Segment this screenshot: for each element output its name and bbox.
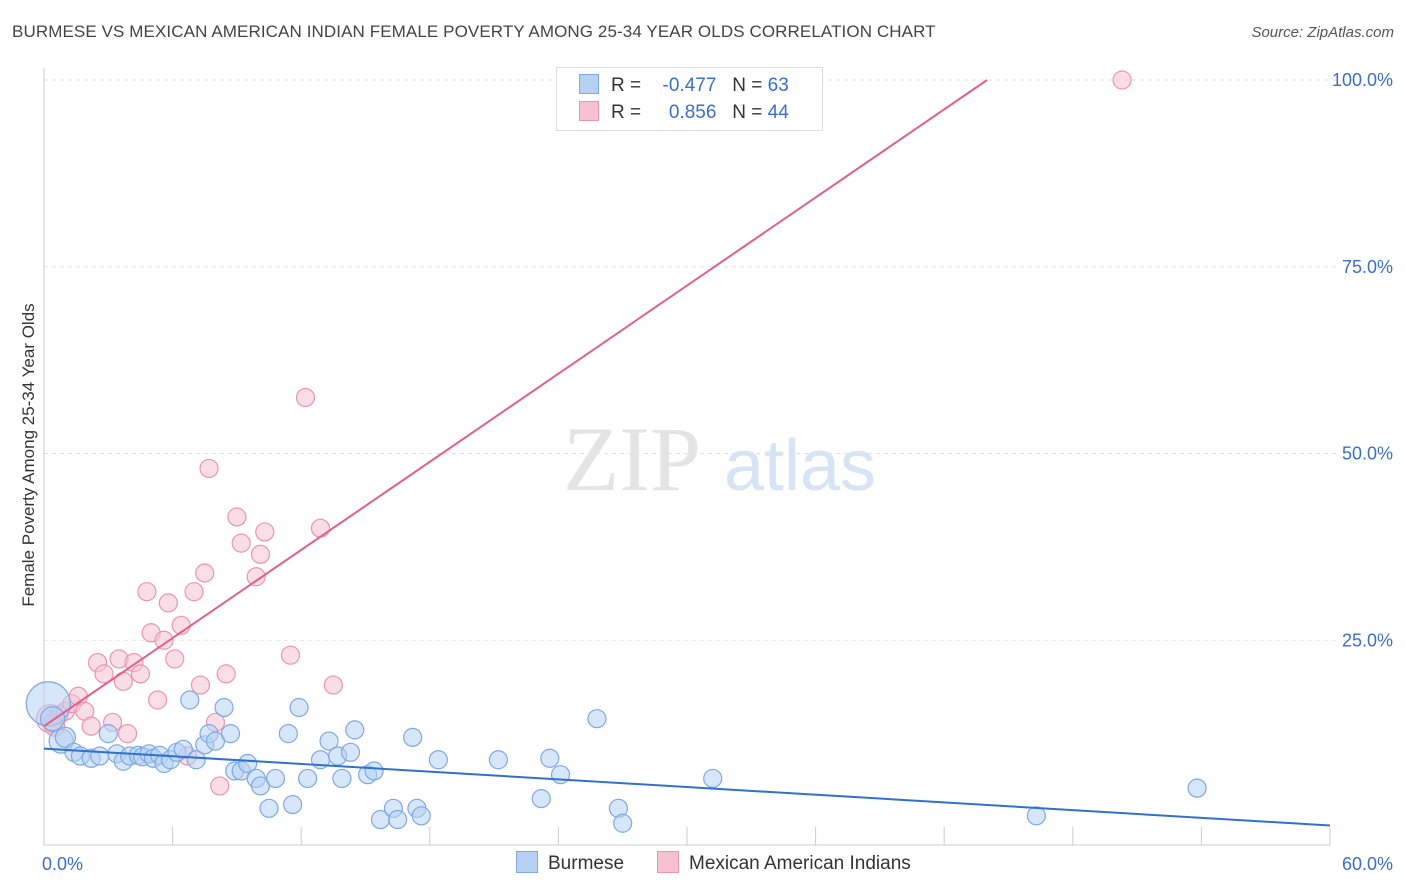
burmese-point-38 (298, 768, 318, 789)
mexican-point-30 (216, 664, 236, 684)
burmese-point-62 (1026, 806, 1046, 826)
burmese-point-56 (540, 748, 560, 768)
burmese-point-49 (388, 809, 408, 830)
source-label: Source: ZipAtlas.com (1251, 24, 1394, 41)
burmese-point-37 (289, 697, 309, 718)
burmese-point-35 (278, 724, 298, 744)
burmese-point-63 (1187, 778, 1207, 798)
y-tick-label-0: 25.0% (1342, 630, 1393, 650)
mexican-point-16 (137, 582, 157, 602)
mexican-point-29 (210, 776, 230, 796)
mexican-point-13 (117, 724, 138, 744)
mexican-point-31 (227, 507, 247, 527)
burmese-point-60 (613, 813, 633, 833)
burmese-point-26 (214, 697, 234, 718)
y-tick-label-2: 75.0% (1342, 257, 1393, 277)
burmese-point-46 (364, 761, 384, 781)
mexican-point-19 (154, 630, 174, 650)
burmese-point-36 (283, 794, 303, 815)
burmese-n-label: N = (732, 75, 763, 96)
mexican-point-35 (255, 522, 275, 542)
x-tick-label-0: 0.0% (42, 854, 83, 874)
watermark: ZIP atlas (563, 408, 876, 510)
burmese-point-43 (340, 742, 361, 762)
burmese-point-50 (403, 727, 423, 747)
legend-item-burmese[interactable]: Burmese (516, 851, 624, 875)
burmese-point-33 (259, 798, 279, 818)
mexican-point-27 (199, 458, 219, 479)
mexican-point-36 (280, 645, 301, 665)
trendlines (43, 79, 1331, 827)
burmese-r-value: -0.477 (662, 75, 717, 96)
mexican-point-7 (81, 716, 101, 736)
x-tick-label-1: 60.0% (1342, 854, 1393, 874)
watermark-zip: ZIP (563, 408, 701, 510)
legend-mexican-label: Mexican American Indians (689, 853, 911, 874)
mexican-point-18 (147, 690, 168, 710)
series-burmese-points (25, 681, 1207, 833)
burmese-point-30 (238, 753, 258, 774)
mexican-point-32 (231, 533, 251, 553)
mexican-trendline (43, 79, 988, 727)
mexican-point-20 (158, 593, 178, 613)
burmese-point-57 (550, 765, 571, 785)
mexican-point-26 (195, 563, 215, 583)
chart-title: BURMESE VS MEXICAN AMERICAN INDIAN FEMAL… (12, 22, 936, 41)
legend-row-mexican: R = 0.856 N = 44 (579, 100, 789, 126)
mexican-point-37 (295, 387, 316, 408)
mexican-point-25 (190, 675, 211, 695)
burmese-point-58 (587, 709, 607, 729)
legend-burmese-swatch (516, 851, 538, 873)
mexican-n-label: N = (732, 102, 763, 123)
burmese-point-20 (173, 739, 193, 759)
burmese-r-label: R = (611, 75, 642, 96)
mexican-point-9 (94, 664, 114, 684)
mexican-r-value: 0.856 (668, 102, 717, 123)
burmese-point-7 (90, 746, 110, 766)
burmese-point-21 (180, 690, 200, 710)
burmese-n-value: 63 (767, 75, 789, 96)
legend-burmese-label: Burmese (548, 853, 625, 874)
stats-legend: R = -0.477 N = 63 R = 0.856 N = 44 (556, 67, 823, 131)
burmese-point-1 (39, 706, 66, 732)
mexican-point-33 (246, 567, 266, 587)
burmese-point-3 (54, 726, 77, 748)
mexican-point-15 (130, 664, 151, 684)
burmese-point-54 (488, 750, 508, 770)
y-tick-label-3: 100.0% (1332, 70, 1393, 90)
burmese-point-22 (186, 750, 206, 770)
watermark-atlas: atlas (724, 426, 876, 506)
tick-labels: 25.0% 50.0% 75.0% 100.0% 0.0% 60.0% (42, 70, 1393, 874)
y-tick-label-1: 50.0% (1342, 444, 1393, 464)
mexican-r-label: R = (611, 102, 642, 123)
mexican-point-34 (250, 544, 271, 564)
mexican-n-value: 44 (767, 102, 789, 123)
burmese-point-52 (411, 806, 431, 826)
burmese-point-61 (703, 768, 723, 789)
burmese-point-27 (220, 724, 241, 744)
burmese-trendline (43, 747, 1331, 827)
burmese-point-8 (98, 724, 118, 744)
mexican-swatch (579, 101, 599, 121)
burmese-point-55 (531, 789, 551, 809)
burmese-swatch (579, 74, 599, 94)
legend-row-burmese: R = -0.477 N = 63 (579, 73, 789, 99)
mexican-point-24 (184, 582, 204, 602)
burmese-point-44 (345, 720, 365, 740)
burmese-point-42 (332, 768, 352, 789)
mexican-point-38 (310, 518, 331, 538)
burmese-point-34 (265, 768, 286, 789)
mexican-point-39 (323, 675, 343, 695)
mexican-point-21 (165, 649, 185, 669)
mexican-point-42 (1112, 70, 1132, 90)
legend-item-mexican[interactable]: Mexican American Indians (657, 851, 911, 875)
gridlines (44, 79, 1340, 641)
burmese-point-53 (428, 750, 448, 770)
legend-mexican-swatch (657, 851, 679, 873)
burmese-point-40 (319, 731, 339, 751)
